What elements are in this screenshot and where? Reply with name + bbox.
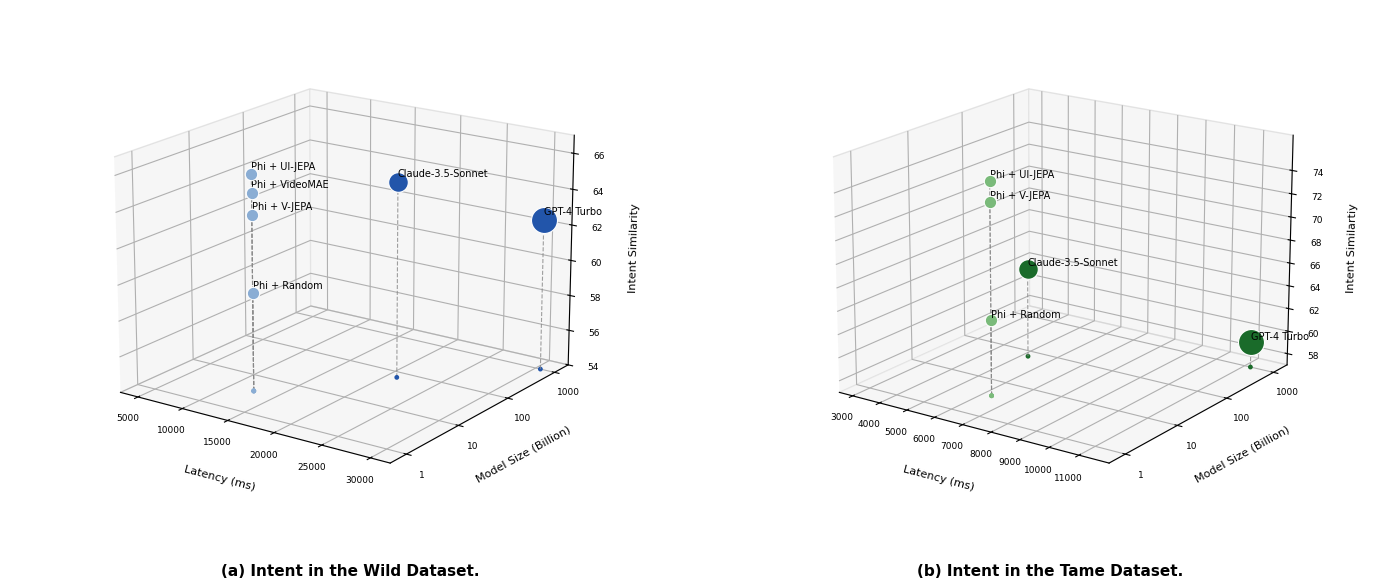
Y-axis label: Model Size (Billion): Model Size (Billion) — [475, 425, 573, 485]
Y-axis label: Model Size (Billion): Model Size (Billion) — [1193, 425, 1291, 485]
X-axis label: Latency (ms): Latency (ms) — [183, 464, 256, 492]
X-axis label: Latency (ms): Latency (ms) — [902, 464, 976, 492]
Text: (b) Intent in the Tame Dataset.: (b) Intent in the Tame Dataset. — [917, 564, 1183, 579]
Text: (a) Intent in the Wild Dataset.: (a) Intent in the Wild Dataset. — [221, 564, 479, 579]
